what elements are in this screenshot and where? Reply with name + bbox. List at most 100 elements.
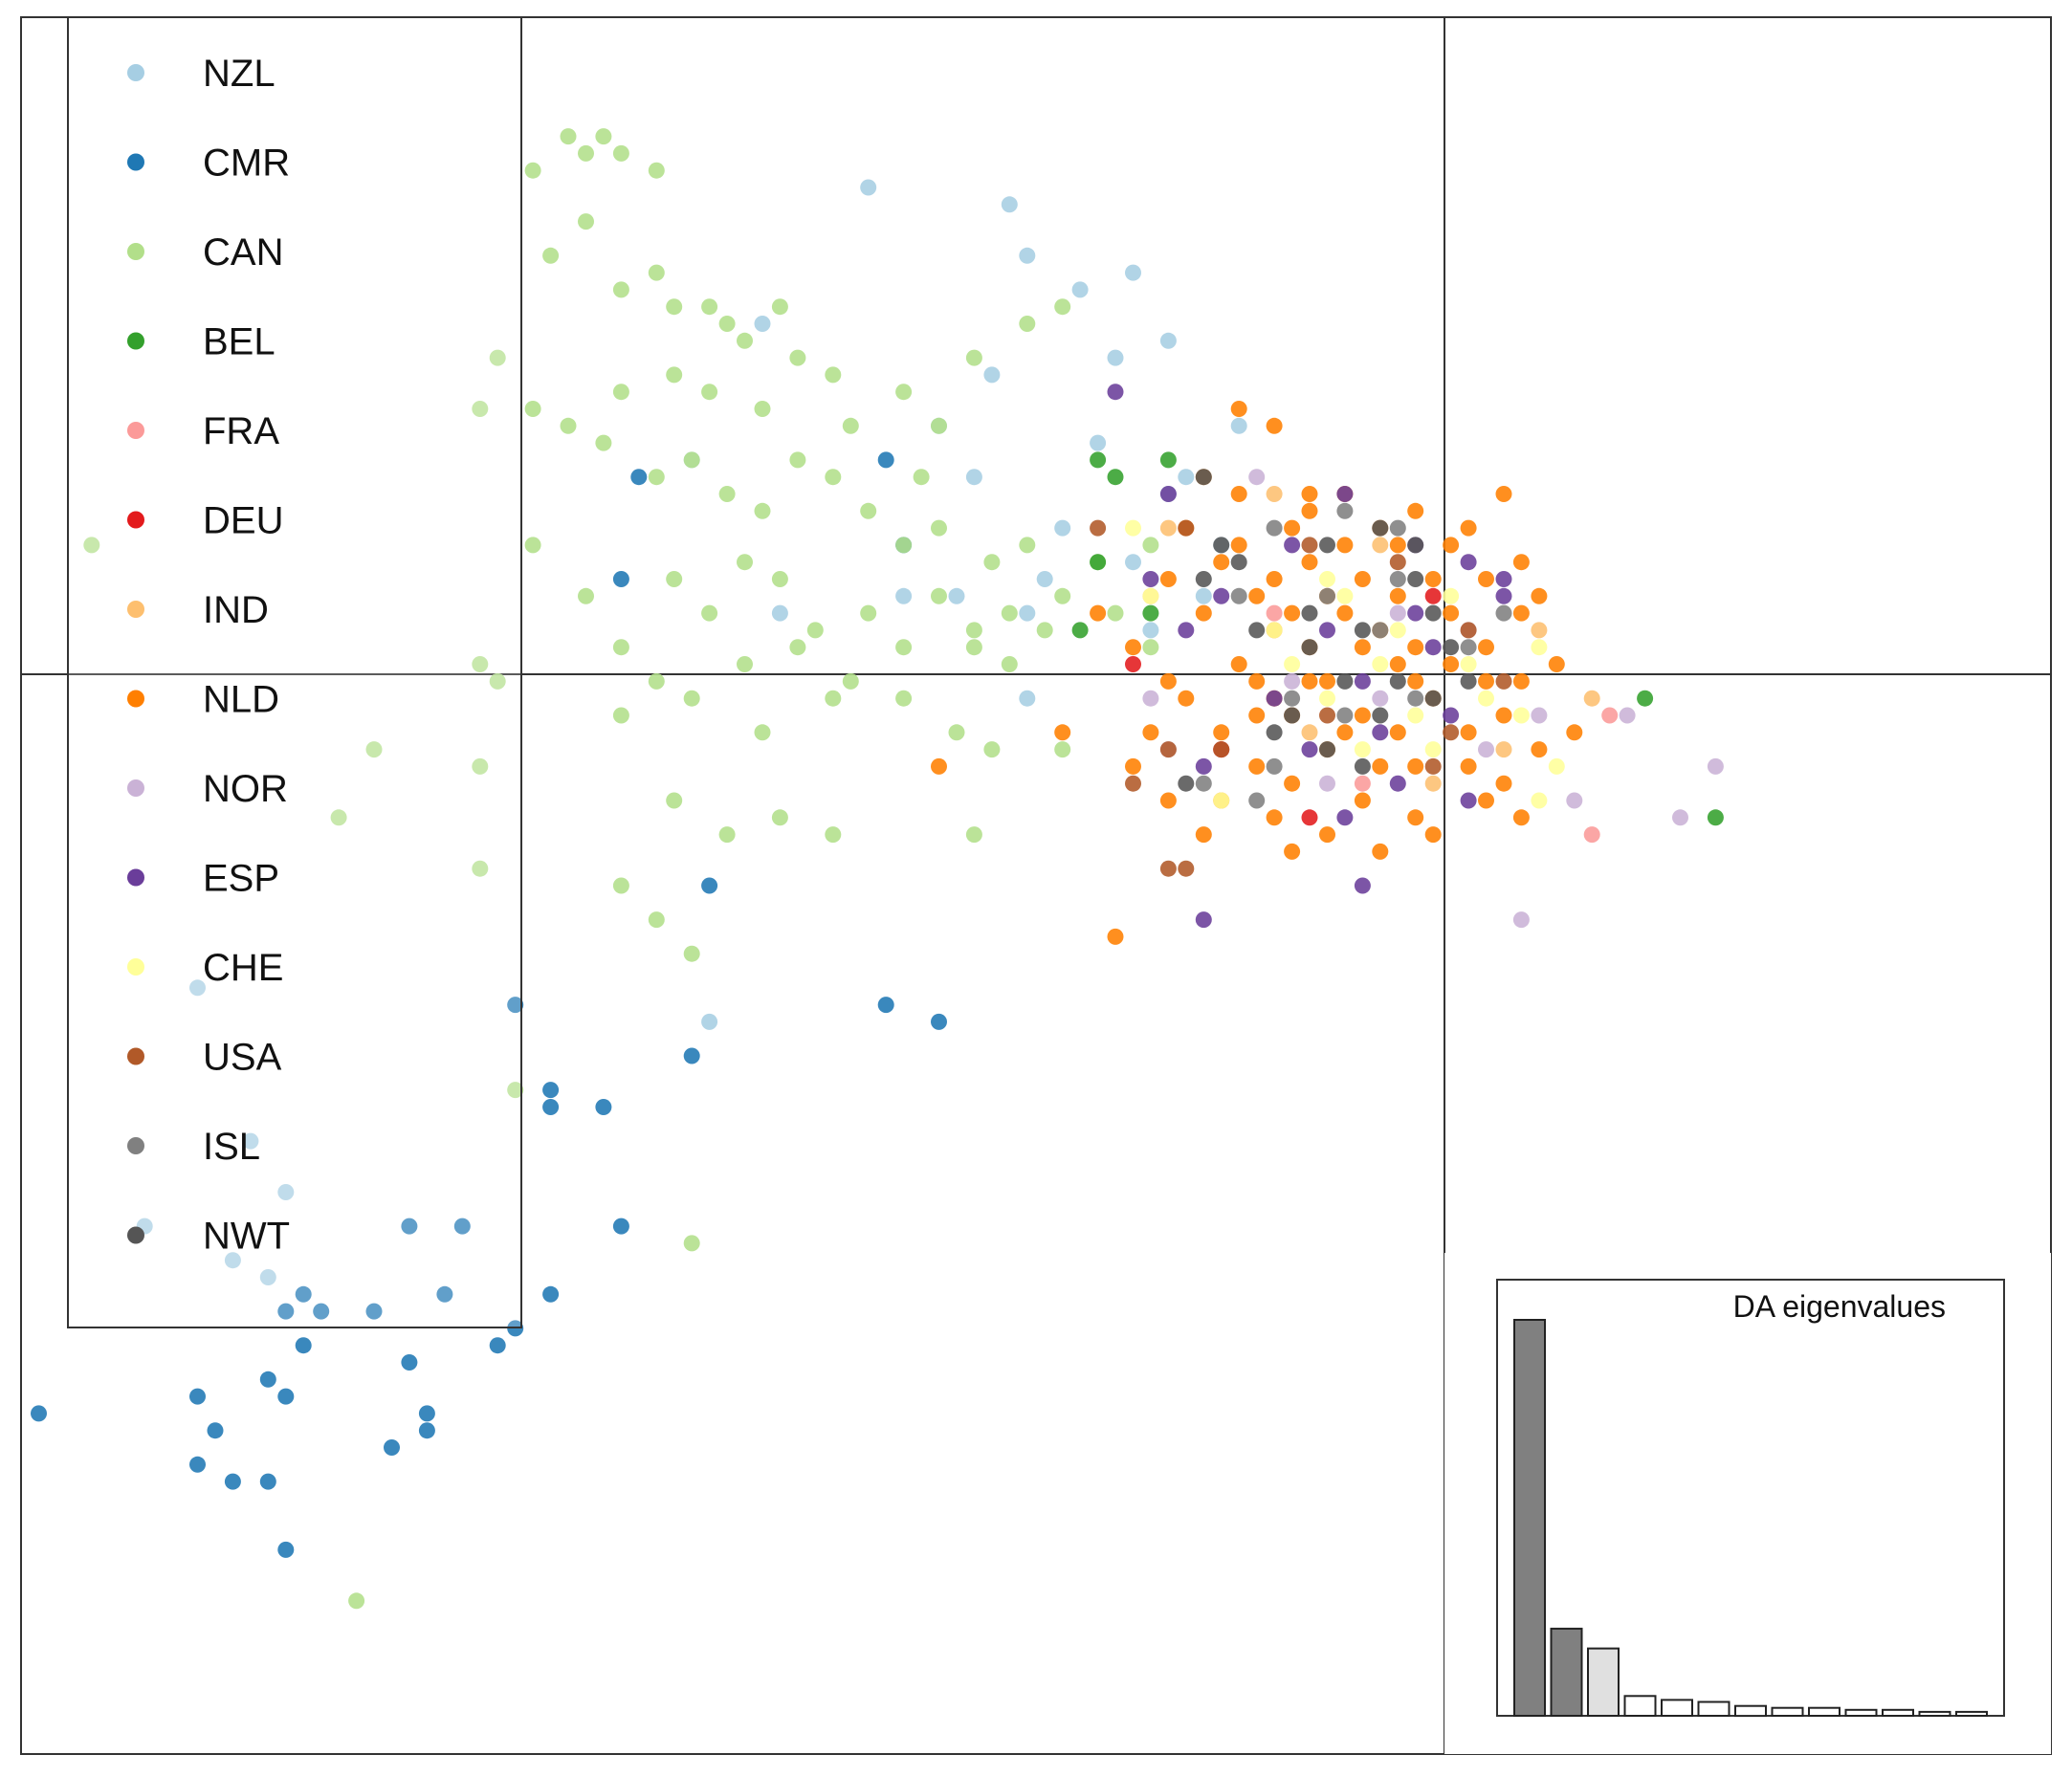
point-bel <box>1637 690 1654 707</box>
point-can <box>524 162 541 179</box>
point-cmr <box>418 1422 435 1439</box>
legend-label-esp: ESP <box>203 858 279 900</box>
point-esp <box>1159 486 1177 502</box>
point-nld <box>1424 826 1442 844</box>
point-nld <box>1512 672 1530 690</box>
point-usa <box>1424 757 1442 775</box>
point-nld <box>1512 554 1530 571</box>
point-nzl <box>948 587 965 604</box>
point-cmr <box>295 1337 312 1354</box>
point-nor <box>1372 690 1389 707</box>
point-can <box>771 571 788 587</box>
point-nld <box>1495 486 1512 502</box>
point-esp <box>1495 587 1512 604</box>
point-nzl <box>1001 196 1018 213</box>
point-nwt <box>1443 639 1460 656</box>
point-deu <box>1301 809 1318 826</box>
point-cmr <box>877 997 894 1014</box>
point-che <box>1548 757 1565 775</box>
point-esp <box>1424 639 1442 656</box>
point-nzl <box>754 316 771 332</box>
point-esp <box>1195 757 1212 775</box>
legend-label-ind: IND <box>203 589 269 631</box>
point-can <box>648 672 665 690</box>
point-usa <box>1213 741 1230 758</box>
point-can <box>842 417 859 434</box>
point-isl <box>1266 519 1283 537</box>
point-nzl <box>1090 434 1107 451</box>
point-usa <box>1090 519 1107 537</box>
point-fra <box>1583 826 1600 844</box>
point-usa <box>1178 860 1195 877</box>
legend-marker-deu <box>127 511 144 529</box>
point-nzl <box>860 179 877 196</box>
point-nld <box>1354 792 1371 809</box>
point-usa <box>1301 537 1318 554</box>
point-nld <box>1284 775 1301 792</box>
point-cmr <box>612 1218 629 1235</box>
point-deu <box>1424 587 1442 604</box>
point-nor <box>1672 809 1688 826</box>
point-ind <box>1266 486 1283 502</box>
point-nwt <box>1424 690 1442 707</box>
legend-marker-ind <box>127 601 144 618</box>
point-can <box>472 656 489 672</box>
point-can <box>560 417 577 434</box>
point-nor <box>1512 911 1530 929</box>
point-can <box>612 707 629 724</box>
point-usa <box>1159 741 1177 758</box>
legend-label-nld: NLD <box>203 679 279 721</box>
legend-label-can: CAN <box>203 231 283 274</box>
point-nld <box>1478 571 1494 587</box>
point-nwt <box>1407 571 1424 587</box>
point-can <box>825 366 842 384</box>
legend-label-nor: NOR <box>203 768 288 810</box>
legend-label-nwt: NWT <box>203 1216 290 1258</box>
point-nwt <box>1230 554 1247 571</box>
point-nwt <box>1319 741 1335 758</box>
point-nld <box>931 757 947 775</box>
point-cmr <box>630 469 648 486</box>
point-esp <box>1142 571 1159 587</box>
point-nld <box>1284 843 1301 860</box>
point-isl <box>1336 707 1354 724</box>
point-cmr <box>489 1337 506 1354</box>
point-can <box>895 537 913 554</box>
point-isl <box>1230 587 1247 604</box>
point-can <box>965 349 982 366</box>
legend-label-deu: DEU <box>203 500 283 542</box>
point-esp <box>1195 911 1212 929</box>
point-che <box>1125 519 1141 537</box>
point-esp <box>1284 537 1301 554</box>
point-isl <box>1460 639 1477 656</box>
point-bel <box>1107 469 1124 486</box>
legend-label-fra: FRA <box>203 410 279 452</box>
point-nwt <box>1195 571 1212 587</box>
point-nzl <box>242 1132 259 1150</box>
point-esp <box>1107 384 1124 401</box>
legend-marker-nld <box>127 690 144 708</box>
point-can <box>701 384 718 401</box>
inset-title: DA eigenvalues <box>1733 1289 1946 1324</box>
point-cmr <box>542 1099 560 1115</box>
point-isl <box>1336 502 1354 519</box>
point-bel <box>1090 554 1107 571</box>
point-che <box>1319 690 1335 707</box>
point-can <box>648 469 665 486</box>
point-deu <box>1125 656 1141 672</box>
point-can <box>666 298 683 316</box>
point-can <box>524 401 541 417</box>
point-bel <box>1071 622 1089 639</box>
point-che <box>1531 792 1548 809</box>
point-nzl <box>1159 332 1177 349</box>
point-che <box>1407 707 1424 724</box>
point-cmr <box>401 1354 418 1371</box>
point-nwt <box>1301 639 1318 656</box>
point-nld <box>1424 571 1442 587</box>
point-nzl <box>1125 554 1141 571</box>
point-can <box>754 401 771 417</box>
scatter-points <box>31 128 1724 1610</box>
point-usa <box>1389 554 1406 571</box>
point-nor <box>1566 792 1583 809</box>
point-ind <box>1495 741 1512 758</box>
